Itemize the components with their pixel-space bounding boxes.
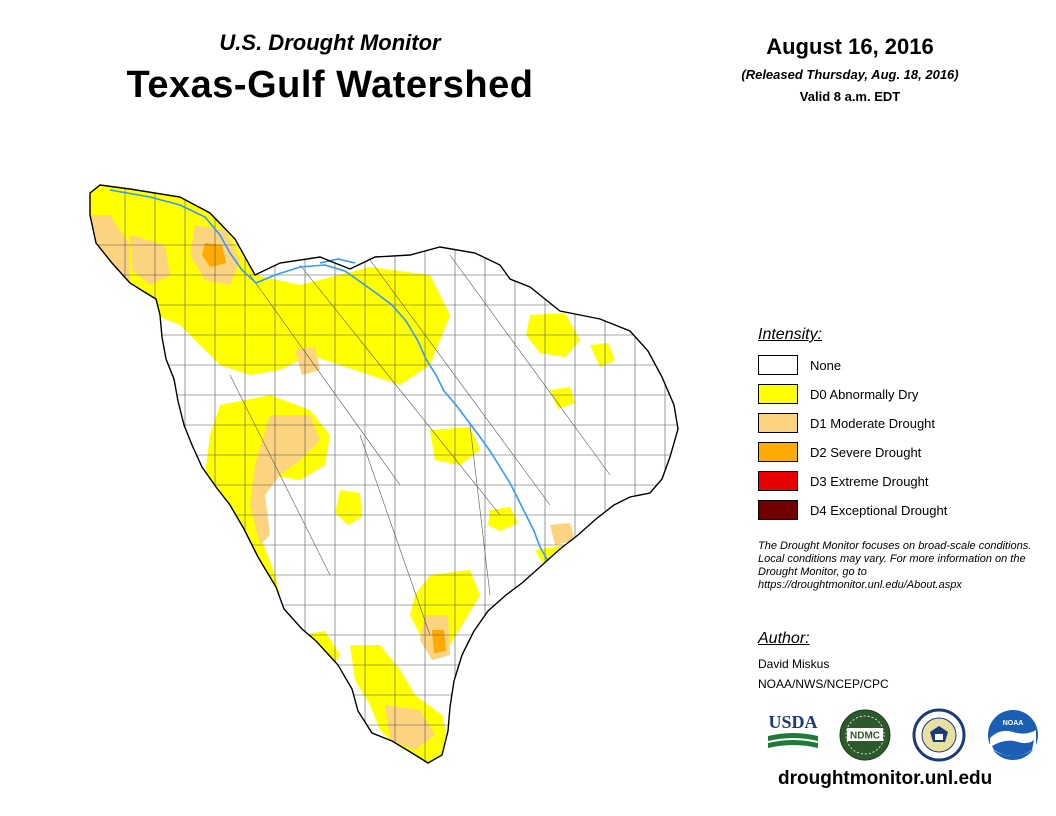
legend-swatch: [758, 355, 798, 375]
legend-item-d0: D0 Abnormally Dry: [758, 384, 1028, 406]
legend-label: D1 Moderate Drought: [810, 416, 936, 431]
legend-label: None: [810, 358, 842, 373]
ndmc-logo-text: NDMC: [850, 731, 880, 742]
legend-item-d4: D4 Exceptional Drought: [758, 500, 1028, 522]
d2-area-north: [202, 243, 226, 267]
legend-heading: Intensity:: [758, 326, 823, 343]
d1-area-north-a: [130, 235, 170, 285]
legend-swatch: [758, 471, 798, 491]
legend-label: D0 Abnormally Dry: [810, 387, 919, 402]
d0-area-small-a: [335, 490, 362, 525]
rivers: [109, 189, 549, 562]
author-org: NOAA/NWS/NCEP/CPC: [758, 677, 889, 691]
usda-logo-text: USDA: [768, 712, 817, 732]
d0-area-small-b: [488, 507, 518, 531]
legend-item-d2: D2 Severe Drought: [758, 442, 1028, 464]
map-subtitle: U.S. Drought Monitor: [219, 30, 441, 55]
legend-label: D2 Severe Drought: [810, 445, 922, 460]
legend-item-none: None: [758, 355, 1028, 377]
commerce-seal-logo: [912, 708, 966, 762]
d0-area-east-small-2: [550, 387, 575, 409]
d1-area-west: [250, 415, 320, 545]
legend-label: D3 Extreme Drought: [810, 474, 929, 489]
d1-area-south: [385, 705, 435, 750]
usda-logo: USDA: [768, 712, 818, 748]
noaa-logo-text: NOAA: [1003, 720, 1024, 727]
d2-area-coast: [432, 630, 446, 653]
release-date: (Released Thursday, Aug. 18, 2016): [741, 67, 959, 82]
watershed-map: [89, 184, 679, 764]
d1-area-east-coast: [550, 523, 575, 545]
legend-swatch: [758, 442, 798, 462]
map-title: Texas-Gulf Watershed: [126, 64, 534, 106]
legend-item-d1: D1 Moderate Drought: [758, 413, 1028, 435]
legend-swatch: [758, 500, 798, 520]
map-date: August 16, 2016: [766, 34, 934, 59]
legend-swatch: [758, 413, 798, 433]
d1-area-central-small: [295, 347, 320, 375]
author-name: David Miskus: [758, 657, 830, 671]
river-branch: [319, 258, 356, 264]
legend-label: D4 Exceptional Drought: [810, 503, 948, 518]
info-note: The Drought Monitor focuses on broad-sca…: [758, 540, 1032, 591]
legend-swatch: [758, 384, 798, 404]
author-heading: Author:: [758, 630, 810, 647]
website-url[interactable]: droughtmonitor.unl.edu: [778, 768, 993, 789]
river-main: [109, 189, 549, 562]
d0-area-east-small: [590, 343, 615, 367]
ndmc-logo: NDMC: [839, 709, 891, 761]
valid-time: Valid 8 a.m. EDT: [799, 89, 901, 104]
legend-item-d3: D3 Extreme Drought: [758, 471, 1028, 493]
noaa-logo: NOAA: [988, 710, 1038, 760]
